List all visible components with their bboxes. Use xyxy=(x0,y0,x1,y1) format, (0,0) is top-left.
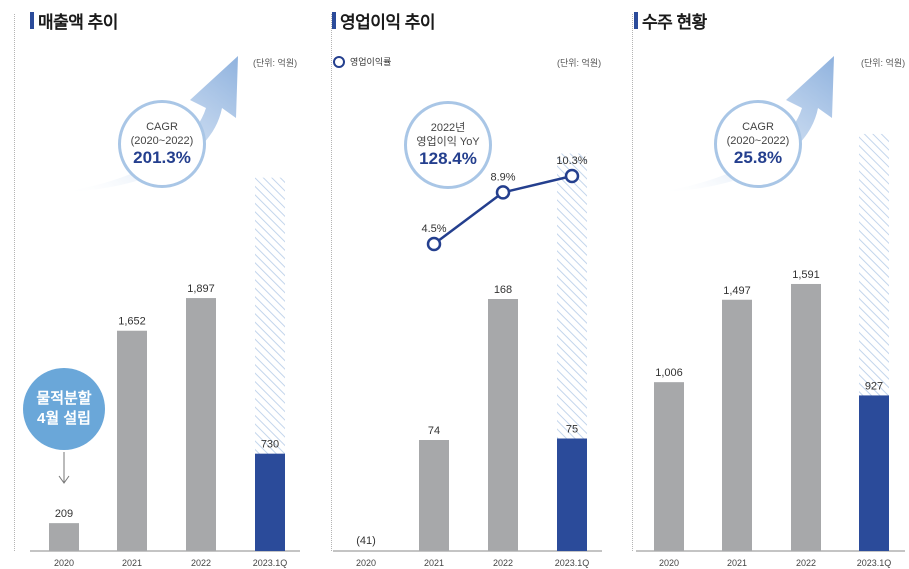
cagr-label: CAGR xyxy=(742,121,774,133)
x-tick-label: 2020 xyxy=(54,558,74,568)
cagr-value: 201.3% xyxy=(133,148,191,167)
yoy-label: 영업이익 YoY xyxy=(416,136,480,148)
bar xyxy=(557,438,587,551)
panel-divider xyxy=(331,14,332,551)
orders-cagr-bubble: CAGR (2020~2022) 25.8% xyxy=(714,100,802,188)
x-tick-label: 2023.1Q xyxy=(555,558,590,568)
bar-value-label: 1,006 xyxy=(655,367,683,379)
yoy-value: 128.4% xyxy=(419,149,477,168)
bar-value-label: 927 xyxy=(865,380,883,392)
orders-title-row: 수주 현황 xyxy=(634,8,707,33)
op-margin-label: 4.5% xyxy=(421,223,446,235)
revenue-cagr-bubble: CAGR (2020~2022) 201.3% xyxy=(118,100,206,188)
bar xyxy=(419,440,449,551)
x-tick-label: 2021 xyxy=(727,558,747,568)
bar xyxy=(186,298,216,551)
bar-value-label: 1,591 xyxy=(792,269,820,281)
down-arrow-icon xyxy=(58,452,70,484)
orders-unit: (단위: 억원) xyxy=(861,58,906,68)
x-tick-label: 2021 xyxy=(424,558,444,568)
bar-value-label: 1,652 xyxy=(118,316,146,328)
x-tick-label: 2020 xyxy=(659,558,679,568)
badge-line-1: 물적분할 xyxy=(36,390,92,407)
panel-divider xyxy=(632,14,633,551)
x-tick-label: 2023.1Q xyxy=(253,558,288,568)
bar-value-label: 1,497 xyxy=(723,285,751,297)
revenue-panel: 매출액 추이 (단위: 억원) xyxy=(0,0,317,569)
yoy-year: 2022년 xyxy=(430,122,466,134)
bar xyxy=(117,330,147,551)
x-tick-label: 2022 xyxy=(493,558,513,568)
bar xyxy=(488,299,518,551)
bar xyxy=(722,299,752,551)
revenue-title: 매출액 추이 xyxy=(38,13,118,32)
orders-panel: 수주 현황 (단위: 억원) xyxy=(622,0,909,569)
x-tick-label: 2022 xyxy=(796,558,816,568)
op-margin-point xyxy=(495,185,511,200)
badge-line-2: 4월 설립 xyxy=(37,410,91,427)
growth-arrow-icon xyxy=(62,56,238,192)
revenue-unit: (단위: 억원) xyxy=(253,58,298,68)
x-tick-label: 2021 xyxy=(122,558,142,568)
revenue-title-row: 매출액 추이 xyxy=(30,8,118,33)
op-unit: (단위: 억원) xyxy=(557,58,602,68)
bar xyxy=(49,523,79,551)
op-yoy-bubble: 2022년 영업이익 YoY 128.4% xyxy=(404,101,492,189)
bar-value-label: 1,897 xyxy=(187,283,215,295)
spin-off-badge: 물적분할 4월 설립 xyxy=(23,368,105,450)
bar xyxy=(654,382,684,551)
bar-value-label: 168 xyxy=(494,284,512,296)
op-margin-point xyxy=(564,168,580,184)
x-tick-label: 2023.1Q xyxy=(857,558,892,568)
orders-title: 수주 현황 xyxy=(642,13,707,32)
cagr-value: 25.8% xyxy=(733,148,783,167)
bar-value-label: 730 xyxy=(261,439,279,451)
bar xyxy=(791,283,821,551)
op-title: 영업이익 추이 xyxy=(340,13,436,32)
op-margin-point xyxy=(426,236,442,252)
cagr-label: CAGR xyxy=(146,121,178,133)
bar xyxy=(255,453,285,551)
op-margin-label: 8.9% xyxy=(490,171,515,183)
title-marker xyxy=(30,12,34,29)
x-tick-label: 2022 xyxy=(191,558,211,568)
legend-marker-icon xyxy=(333,55,345,68)
title-marker xyxy=(634,12,638,29)
bar-value-label: (41) xyxy=(356,535,376,547)
bar-value-label: 75 xyxy=(566,424,578,436)
cagr-period: (2020~2022) xyxy=(130,135,194,147)
op-margin-legend: 영업이익률 xyxy=(333,55,391,68)
panel-divider xyxy=(14,14,15,551)
bar xyxy=(859,395,889,551)
x-tick-label: 2020 xyxy=(356,558,376,568)
operating-profit-panel: 영업이익 추이 영업이익률 (단위: 억원) xyxy=(317,0,622,569)
op-margin-label: 10.3% xyxy=(556,155,587,167)
legend-label: 영업이익률 xyxy=(350,57,392,67)
plot-layer: 2020 209 2021 1,652 2022 1,897 2023.1Q 730 2020 (… xyxy=(30,133,905,568)
bar-value-label: 74 xyxy=(428,425,440,437)
bar-value-label: 209 xyxy=(55,508,73,520)
cagr-period: (2020~2022) xyxy=(726,135,790,147)
op-title-row: 영업이익 추이 xyxy=(332,8,436,33)
growth-arrow-icon xyxy=(658,56,834,192)
title-marker xyxy=(332,12,336,29)
